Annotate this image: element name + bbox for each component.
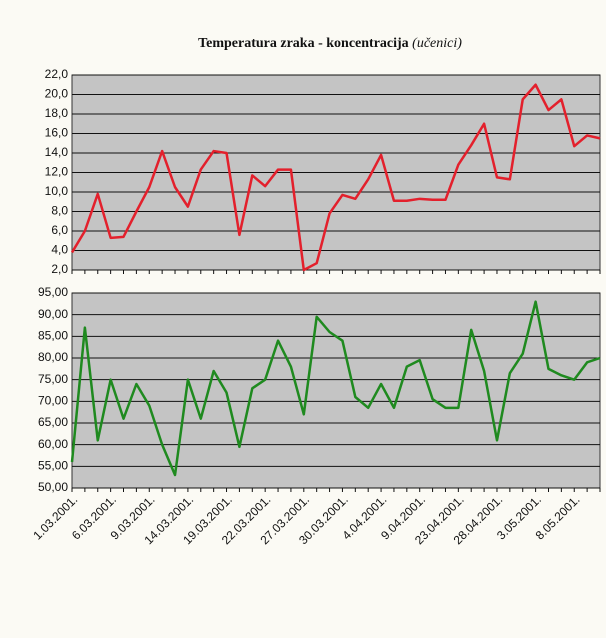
- y-tick-label: 10,0: [45, 184, 69, 198]
- y-tick-label: 2,0: [51, 262, 68, 276]
- y-tick-label: 14,0: [45, 145, 69, 159]
- y-tick-label: 12,0: [45, 165, 69, 179]
- data-line: [70, 300, 601, 477]
- y-tick-label: 55,00: [38, 459, 68, 473]
- y-tick-label: 8,0: [51, 204, 68, 218]
- y-tick-label: 18,0: [45, 106, 69, 120]
- y-tick-label: 4,0: [51, 243, 68, 257]
- chart-title: Temperatura zraka - koncentracija (učeni…: [198, 36, 462, 51]
- y-tick-label: 90,00: [38, 307, 68, 321]
- y-tick-label: 80,00: [38, 350, 68, 364]
- y-tick-label: 65,00: [38, 415, 68, 429]
- y-tick-label: 60,00: [38, 437, 68, 451]
- y-tick-label: 95,00: [38, 285, 68, 299]
- y-tick-label: 20,0: [45, 87, 69, 101]
- y-tick-label: 16,0: [45, 126, 69, 140]
- plot-area: [71, 292, 601, 489]
- y-tick-label: 85,00: [38, 329, 68, 343]
- y-tick-label: 75,00: [38, 372, 68, 386]
- y-tick-label: 70,00: [38, 394, 68, 408]
- y-tick-label: 50,00: [38, 480, 68, 494]
- y-tick-label: 6,0: [51, 223, 68, 237]
- title-main: Temperatura zraka - koncentracija: [198, 36, 409, 51]
- y-tick-label: 22,0: [45, 67, 69, 81]
- data-line: [70, 83, 601, 272]
- title-note: (učenici): [412, 36, 462, 51]
